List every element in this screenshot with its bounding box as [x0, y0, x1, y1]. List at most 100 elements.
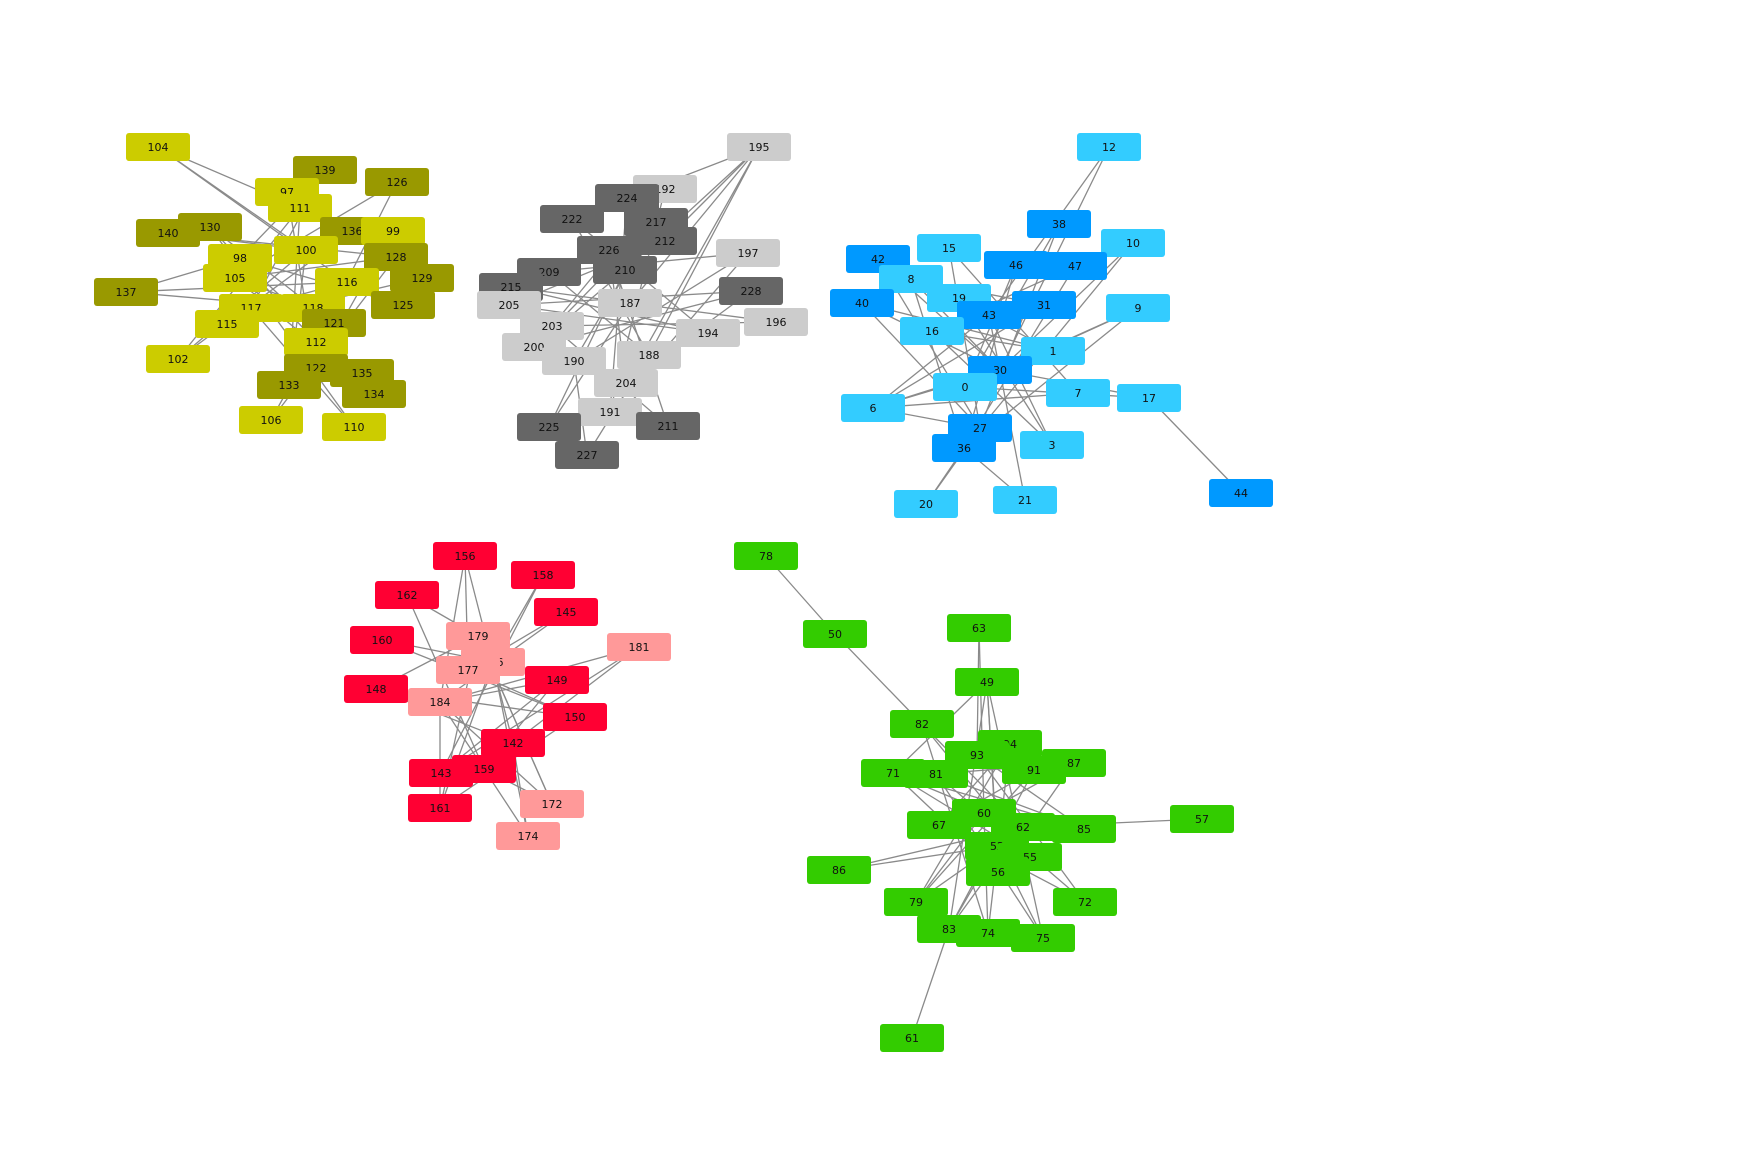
node-box [284, 328, 348, 356]
node-46[interactable]: 46 [984, 251, 1048, 279]
node-150[interactable]: 150 [543, 703, 607, 731]
node-7[interactable]: 7 [1046, 379, 1110, 407]
node-187[interactable]: 187 [598, 289, 662, 317]
node-196[interactable]: 196 [744, 308, 808, 336]
node-box [879, 265, 943, 293]
node-194[interactable]: 194 [676, 319, 740, 347]
node-225[interactable]: 225 [517, 413, 581, 441]
node-86[interactable]: 86 [807, 856, 871, 884]
node-139[interactable]: 139 [293, 156, 357, 184]
node-3[interactable]: 3 [1020, 431, 1084, 459]
node-161[interactable]: 161 [408, 794, 472, 822]
node-67[interactable]: 67 [907, 811, 971, 839]
node-10[interactable]: 10 [1101, 229, 1165, 257]
node-6[interactable]: 6 [841, 394, 905, 422]
node-148[interactable]: 148 [344, 675, 408, 703]
node-106[interactable]: 106 [239, 406, 303, 434]
node-190[interactable]: 190 [542, 347, 606, 375]
node-181[interactable]: 181 [607, 633, 671, 661]
node-63[interactable]: 63 [947, 614, 1011, 642]
node-78[interactable]: 78 [734, 542, 798, 570]
node-0[interactable]: 0 [933, 373, 997, 401]
node-20[interactable]: 20 [894, 490, 958, 518]
node-156[interactable]: 156 [433, 542, 497, 570]
node-44[interactable]: 44 [1209, 479, 1273, 507]
node-129[interactable]: 129 [390, 264, 454, 292]
node-197[interactable]: 197 [716, 239, 780, 267]
node-210[interactable]: 210 [593, 256, 657, 284]
node-137[interactable]: 137 [94, 278, 158, 306]
node-1[interactable]: 1 [1021, 337, 1085, 365]
node-145[interactable]: 145 [534, 598, 598, 626]
node-110[interactable]: 110 [322, 413, 386, 441]
node-184[interactable]: 184 [408, 688, 472, 716]
node-112[interactable]: 112 [284, 328, 348, 356]
node-49[interactable]: 49 [955, 668, 1019, 696]
node-100[interactable]: 100 [274, 236, 338, 264]
node-125[interactable]: 125 [371, 291, 435, 319]
node-222[interactable]: 222 [540, 205, 604, 233]
node-134[interactable]: 134 [342, 380, 406, 408]
node-75[interactable]: 75 [1011, 924, 1075, 952]
node-115[interactable]: 115 [195, 310, 259, 338]
node-179[interactable]: 179 [446, 622, 510, 650]
node-104[interactable]: 104 [126, 133, 190, 161]
node-204[interactable]: 204 [594, 369, 658, 397]
node-50[interactable]: 50 [803, 620, 867, 648]
node-57[interactable]: 57 [1170, 805, 1234, 833]
node-228[interactable]: 228 [719, 277, 783, 305]
node-15[interactable]: 15 [917, 234, 981, 262]
node-40[interactable]: 40 [830, 289, 894, 317]
node-21[interactable]: 21 [993, 486, 1057, 514]
node-61[interactable]: 61 [880, 1024, 944, 1052]
node-8[interactable]: 8 [879, 265, 943, 293]
node-188[interactable]: 188 [617, 341, 681, 369]
node-111[interactable]: 111 [268, 194, 332, 222]
node-box [408, 794, 472, 822]
node-130[interactable]: 130 [178, 213, 242, 241]
node-43[interactable]: 43 [957, 301, 1021, 329]
node-99[interactable]: 99 [361, 217, 425, 245]
node-31[interactable]: 31 [1012, 291, 1076, 319]
node-160[interactable]: 160 [350, 626, 414, 654]
node-142[interactable]: 142 [481, 729, 545, 757]
node-158[interactable]: 158 [511, 561, 575, 589]
node-159[interactable]: 159 [452, 755, 516, 783]
node-label: 60 [977, 807, 991, 820]
node-195[interactable]: 195 [727, 133, 791, 161]
node-149[interactable]: 149 [525, 666, 589, 694]
node-9[interactable]: 9 [1106, 294, 1170, 322]
node-116[interactable]: 116 [315, 268, 379, 296]
node-74[interactable]: 74 [956, 919, 1020, 947]
node-126[interactable]: 126 [365, 168, 429, 196]
node-224[interactable]: 224 [595, 184, 659, 212]
node-38[interactable]: 38 [1027, 210, 1091, 238]
node-81[interactable]: 81 [904, 760, 968, 788]
node-36[interactable]: 36 [932, 434, 996, 462]
node-72[interactable]: 72 [1053, 888, 1117, 916]
node-47[interactable]: 47 [1043, 252, 1107, 280]
node-133[interactable]: 133 [257, 371, 321, 399]
node-12[interactable]: 12 [1077, 133, 1141, 161]
node-91[interactable]: 91 [1002, 756, 1066, 784]
cluster-gray: 195 192 224 222 217 212 226 197 209 210 215 228 205 1… [477, 133, 808, 469]
node-box [1011, 924, 1075, 952]
node-16[interactable]: 16 [900, 317, 964, 345]
node-box [375, 581, 439, 609]
node-172[interactable]: 172 [520, 790, 584, 818]
node-label: 78 [759, 550, 773, 563]
node-79[interactable]: 79 [884, 888, 948, 916]
node-102[interactable]: 102 [146, 345, 210, 373]
node-212[interactable]: 212 [633, 227, 697, 255]
node-105[interactable]: 105 [203, 264, 267, 292]
node-162[interactable]: 162 [375, 581, 439, 609]
node-191[interactable]: 191 [578, 398, 642, 426]
node-85[interactable]: 85 [1052, 815, 1116, 843]
node-227[interactable]: 227 [555, 441, 619, 469]
node-82[interactable]: 82 [890, 710, 954, 738]
node-211[interactable]: 211 [636, 412, 700, 440]
node-56[interactable]: 56 [966, 858, 1030, 886]
node-17[interactable]: 17 [1117, 384, 1181, 412]
node-174[interactable]: 174 [496, 822, 560, 850]
node-177[interactable]: 177 [436, 656, 500, 684]
